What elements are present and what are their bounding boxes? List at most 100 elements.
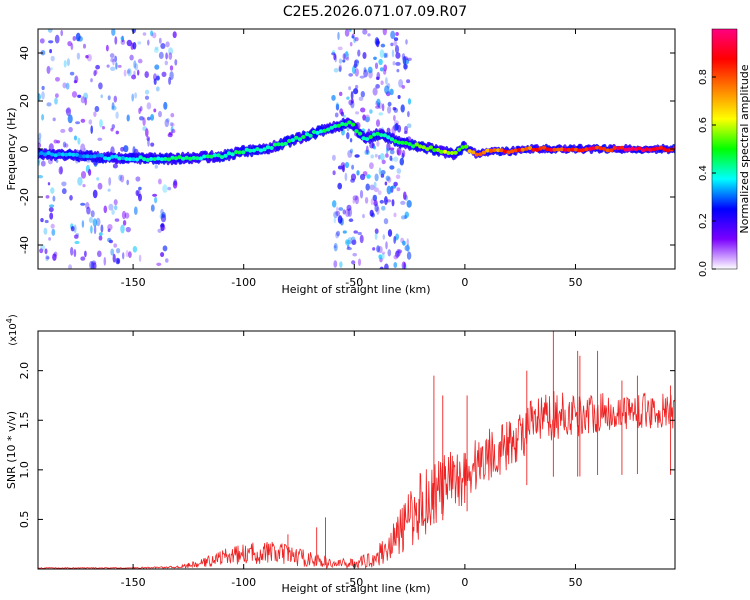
spectrogram-noise-speck (338, 207, 343, 211)
spectrogram-noise-speck (369, 109, 372, 113)
spectrogram-ridge-mark (457, 148, 461, 152)
spectrogram-noise-speck (386, 147, 389, 153)
spectrogram-noise-speck (353, 230, 358, 233)
spectrogram-noise-speck (334, 54, 337, 62)
spectrogram-noise-speck (345, 239, 350, 245)
spectrogram-noise-speck (82, 220, 84, 228)
spectrogram-noise-speck (358, 232, 362, 235)
spectrogram-noise-speck (143, 32, 147, 36)
spectrogram-ridge-mark (269, 146, 273, 150)
spectrogram-noise-speck (393, 61, 396, 65)
snr-y-tick-label: 1.0 (18, 461, 31, 479)
spectrogram-noise-speck (41, 114, 44, 121)
spectrogram-noise-speck (165, 41, 169, 47)
spectrogram-noise-speck (68, 127, 73, 132)
spectrogram-noise-speck (66, 83, 70, 90)
spectrogram-noise-speck (393, 182, 398, 187)
spectrogram-noise-speck (375, 154, 378, 158)
spectrogram-noise-speck (153, 108, 156, 112)
spectrogram-noise-speck (370, 210, 374, 217)
spectrogram-ridge-mark (241, 150, 245, 154)
spectrogram-noise-speck (341, 167, 344, 171)
spectrogram-noise-speck (345, 173, 348, 182)
spectrogram-ridge-mark (429, 145, 433, 149)
spectrogram-noise-speck (108, 228, 111, 232)
spectrogram-noise-speck (60, 30, 63, 36)
spectrogram-noise-speck (55, 77, 60, 82)
spectrogram-noise-speck (402, 241, 406, 246)
spectrogram-noise-speck (363, 70, 368, 78)
spectrogram-noise-speck (155, 165, 158, 169)
spectrogram-y-tick-label: 20 (18, 94, 31, 108)
spectrogram-noise-speck (85, 55, 88, 58)
spectrogram-ridge-mark (223, 154, 227, 158)
spectrogram-noise-speck (88, 119, 92, 124)
snr-y-tick-label: 0.5 (18, 511, 31, 529)
spectrogram-noise-speck (392, 49, 394, 57)
spectrogram-noise-speck (137, 41, 141, 44)
spectrogram-noise-speck (379, 167, 382, 175)
spectrogram-noise-speck (133, 246, 137, 253)
spectrogram-noise-speck (403, 64, 408, 70)
spectrogram-noise-speck (115, 111, 118, 118)
spectrogram-noise-speck (375, 105, 380, 108)
spectrogram-noise-speck (158, 178, 162, 184)
colorbar: 0.00.20.40.60.8 Normalized spectral ampl… (698, 29, 750, 277)
spectrogram-noise-speck (127, 40, 132, 46)
spectrogram-noise-speck (385, 241, 388, 249)
spectrogram-noise-speck (355, 111, 359, 114)
spectrogram-noise-speck (76, 33, 81, 42)
spectrogram-noise-speck (112, 124, 115, 129)
spectrogram-noise-speck (61, 181, 66, 186)
spectrogram-noise-speck (50, 67, 53, 70)
spectrogram-noise-speck (378, 190, 382, 195)
spectrogram-noise-speck (71, 226, 75, 231)
spectrogram-x-tick-label: -150 (121, 276, 146, 289)
spectrogram-noise-speck (167, 187, 171, 191)
spectrogram-noise-speck (46, 256, 50, 259)
spectrogram-noise-speck (380, 200, 384, 204)
spectrogram-noise-speck (99, 119, 103, 128)
spectrogram-noise-speck (339, 58, 342, 63)
spectrogram-noise-speck (160, 252, 164, 257)
spectrogram-noise-speck (128, 251, 132, 258)
spectrogram-noise-speck (334, 243, 338, 252)
spectrogram-noise-speck (133, 71, 135, 77)
spectrogram-noise-speck (55, 93, 59, 98)
spectrogram-noise-speck (93, 218, 97, 226)
spectrogram-noise-speck (106, 64, 109, 67)
spectrogram-noise-speck (387, 106, 391, 114)
spectrogram-noise-speck (351, 91, 354, 100)
spectrogram-noise-speck (360, 235, 364, 243)
spectrogram-noise-speck (49, 207, 54, 212)
spectrogram-noise-speck (378, 59, 382, 65)
spectrogram-noise-speck (376, 38, 380, 47)
spectrogram-noise-speck (99, 232, 103, 236)
spectrogram-noise-speck (375, 62, 378, 69)
spectrogram-noise-speck (115, 258, 120, 265)
spectrogram-noise-speck (345, 29, 350, 37)
spectrogram-noise-speck (77, 138, 80, 145)
spectrogram-noise-speck (337, 183, 342, 190)
spectrogram-noise-speck (106, 45, 109, 52)
spectrogram-noise-speck (381, 170, 386, 175)
spectrogram-noise-speck (160, 43, 165, 49)
spectrogram-y-tick-label: -40 (18, 236, 31, 254)
spectrogram-noise-speck (352, 253, 357, 257)
spectrogram-noise-speck (354, 154, 359, 158)
spectrogram-noise-speck (89, 217, 93, 223)
spectrogram-noise-speck (362, 29, 367, 35)
spectrogram-noise-speck (355, 85, 358, 89)
spectrogram-noise-speck (147, 138, 150, 147)
spectrogram-noise-speck (144, 71, 148, 78)
spectrogram-noise-speck (407, 58, 412, 61)
spectrogram-noise-speck (70, 247, 73, 256)
spectrogram-noise-speck (69, 195, 73, 201)
spectrogram-noise-speck (332, 200, 336, 208)
spectrogram-noise-speck (389, 165, 394, 169)
spectrogram-ridge-mark (453, 151, 457, 155)
spectrogram-panel: -150-100-50050 -40-2002040 Height of str… (5, 26, 677, 296)
spectrogram-noise-speck (80, 203, 85, 206)
spectrogram-noise-speck (116, 248, 120, 253)
spectrogram-noise-speck (345, 162, 349, 168)
